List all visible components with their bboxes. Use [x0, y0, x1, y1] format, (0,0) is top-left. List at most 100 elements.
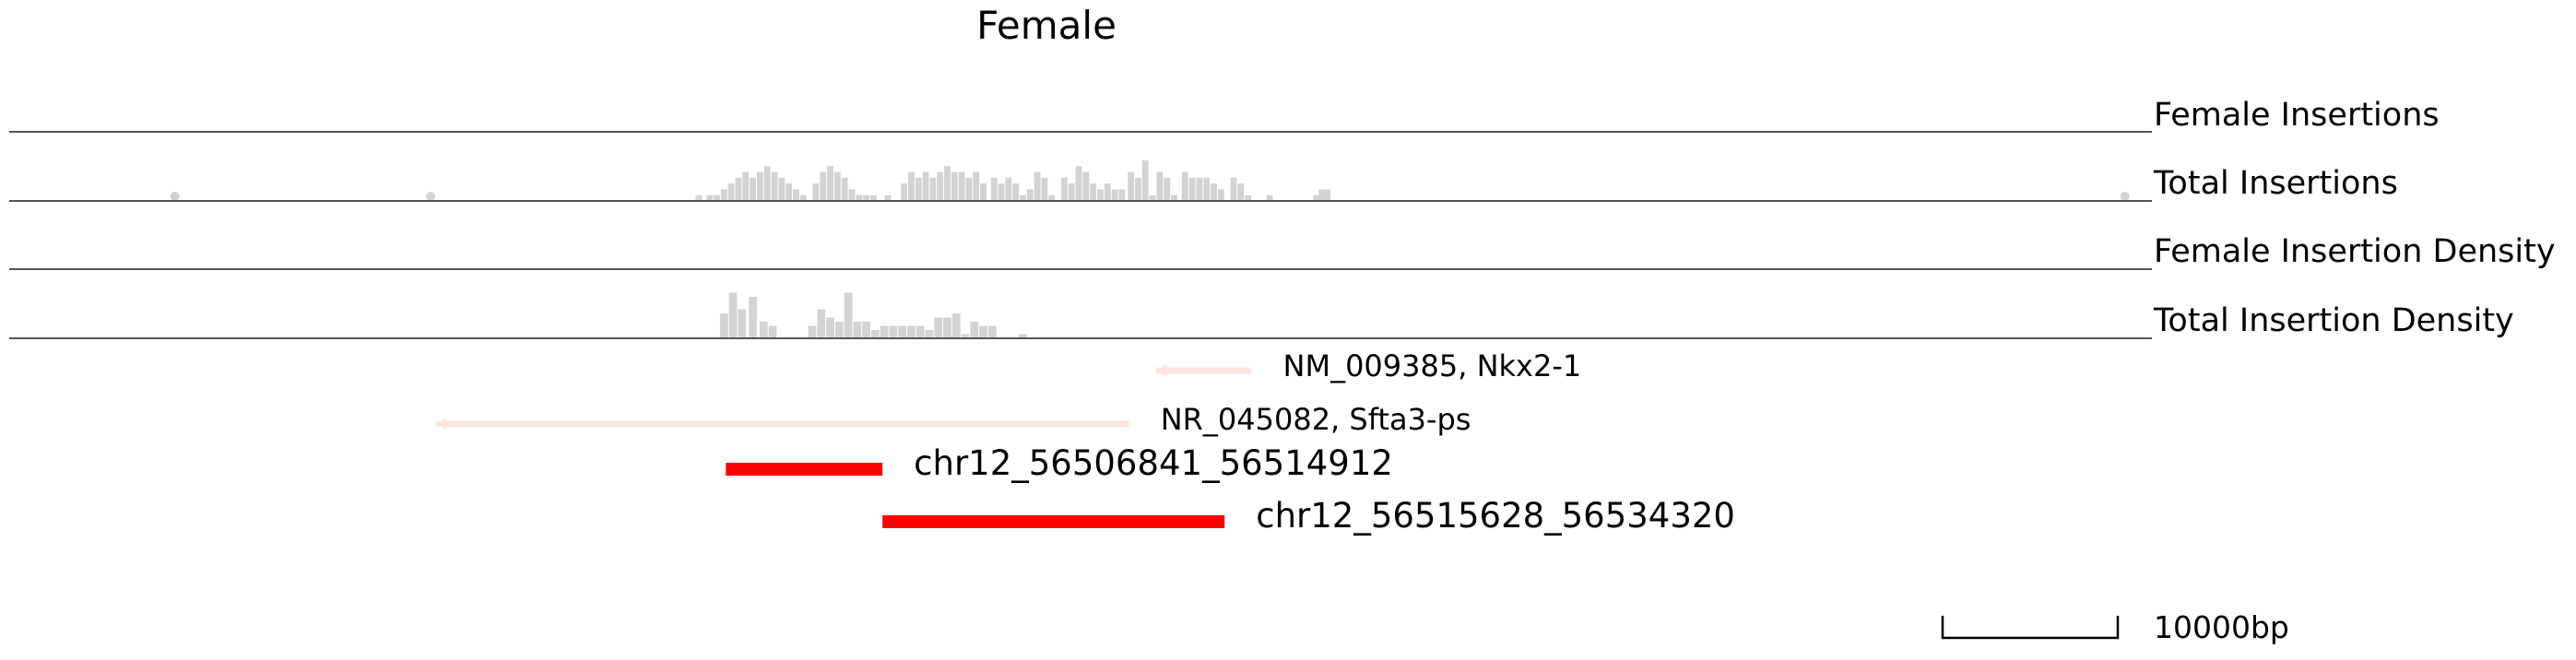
- histogram-bar: [929, 177, 937, 201]
- histogram-bar: [1111, 189, 1118, 201]
- histogram-bar: [763, 166, 771, 201]
- histogram-bar: [907, 325, 916, 338]
- histogram-bar: [848, 189, 856, 201]
- histogram-bar: [1217, 189, 1224, 201]
- histogram-bar: [728, 292, 738, 338]
- histogram-bar: [961, 334, 970, 338]
- histogram-bar: [799, 194, 807, 201]
- histogram-bar: [958, 171, 965, 201]
- histogram-bar: [863, 194, 870, 201]
- histogram-bar: [856, 194, 863, 201]
- histogram-bar: [1068, 183, 1075, 201]
- histogram-bar: [870, 330, 880, 338]
- histogram-bar: [1156, 171, 1164, 201]
- histogram-bar: [889, 325, 898, 338]
- histogram-bar: [771, 171, 778, 201]
- female-insertions-label: Female Insertions: [2154, 97, 2440, 134]
- chart-title: Female: [976, 3, 1117, 48]
- scale-bar-label: 10000bp: [2154, 609, 2289, 645]
- feature-track: NM_009385, Nkx2-1 NR_045082, Sfta3-ps chr1…: [435, 348, 1735, 536]
- histogram-bar: [817, 309, 826, 338]
- histogram-bar: [1012, 183, 1020, 201]
- histogram-bar: [915, 177, 922, 201]
- histogram-bar: [990, 177, 998, 201]
- histogram-bar: [980, 183, 987, 201]
- histogram-bar: [793, 189, 799, 201]
- track-total-insertion-density: Total Insertion Density: [9, 292, 2514, 339]
- insertion-point: [170, 192, 180, 201]
- histogram-bar: [714, 194, 720, 201]
- histogram-bar: [808, 325, 817, 338]
- histogram-bar: [973, 171, 980, 201]
- histogram-bar: [1005, 177, 1012, 201]
- histogram-bar: [901, 183, 908, 201]
- total-insertions-marks: [170, 159, 2130, 201]
- histogram-bar: [834, 322, 844, 338]
- histogram-bar: [759, 322, 768, 338]
- histogram-bar: [979, 325, 987, 338]
- histogram-bar: [1075, 166, 1082, 201]
- histogram-bar: [1026, 189, 1034, 201]
- histogram-bar: [1118, 189, 1126, 201]
- histogram-bar: [1196, 177, 1203, 201]
- histogram-bar: [1082, 171, 1090, 201]
- histogram-bar: [853, 322, 862, 338]
- histogram-bar: [987, 325, 997, 338]
- histogram-bar: [727, 183, 735, 201]
- track-total-insertions: Total Insertions: [9, 159, 2398, 202]
- histogram-bar: [970, 322, 979, 338]
- histogram-bar: [844, 292, 853, 338]
- histogram-bar: [1245, 194, 1252, 201]
- histogram-bar: [1141, 159, 1149, 201]
- histogram-bar: [1171, 194, 1177, 201]
- histogram-bar: [1020, 194, 1026, 201]
- histogram-bar: [706, 194, 714, 201]
- histogram-bar: [944, 166, 951, 201]
- histogram-bar: [1048, 194, 1056, 201]
- histogram-bar: [820, 171, 827, 201]
- gene-label: NR_045082, Sfta3-ps: [1161, 402, 1471, 437]
- strand-arrow: [1156, 364, 1168, 377]
- histogram-bar: [937, 171, 944, 201]
- region-label: chr12_56515628_56534320: [1256, 496, 1735, 536]
- histogram-bar: [1188, 177, 1196, 201]
- region-label: chr12_56506841_56514912: [914, 443, 1393, 483]
- histogram-bar: [750, 177, 756, 201]
- histogram-bar: [1237, 183, 1245, 201]
- histogram-bar: [916, 325, 925, 338]
- histogram-bar: [749, 297, 757, 338]
- histogram-bar: [1203, 177, 1211, 201]
- histogram-bar: [827, 166, 833, 201]
- histogram-bar: [1135, 177, 1141, 201]
- histogram-bar: [922, 171, 929, 201]
- histogram-bar: [1097, 189, 1104, 201]
- histogram-bar: [833, 171, 841, 201]
- histogram-bar: [1128, 171, 1135, 201]
- histogram-bar: [862, 322, 870, 338]
- histogram-bar: [951, 171, 958, 201]
- histogram-bar: [812, 183, 820, 201]
- histogram-bar: [934, 317, 943, 338]
- histogram-bar: [720, 189, 727, 201]
- histogram-bar: [1318, 189, 1326, 201]
- histogram-bar: [998, 183, 1005, 201]
- histogram-bar: [1104, 183, 1111, 201]
- histogram-bar: [695, 194, 703, 201]
- histogram-bar: [1019, 334, 1027, 338]
- histogram-bar: [1324, 189, 1330, 201]
- histogram-bar: [742, 171, 750, 201]
- track-female-insertions: Female Insertions: [9, 97, 2440, 134]
- histogram-bar: [925, 330, 934, 338]
- histogram-bar: [768, 325, 777, 338]
- total-insertion-density-marks: [719, 292, 1027, 338]
- histogram-bar: [738, 309, 747, 338]
- histogram-bar: [756, 171, 763, 201]
- histogram-bar: [884, 194, 892, 201]
- histogram-bar: [826, 317, 834, 338]
- histogram-bar: [1041, 177, 1048, 201]
- gene-label: NM_009385, Nkx2-1: [1283, 348, 1582, 383]
- histogram-bar: [1181, 171, 1188, 201]
- histogram-bar: [870, 194, 877, 201]
- histogram-bar: [908, 171, 915, 201]
